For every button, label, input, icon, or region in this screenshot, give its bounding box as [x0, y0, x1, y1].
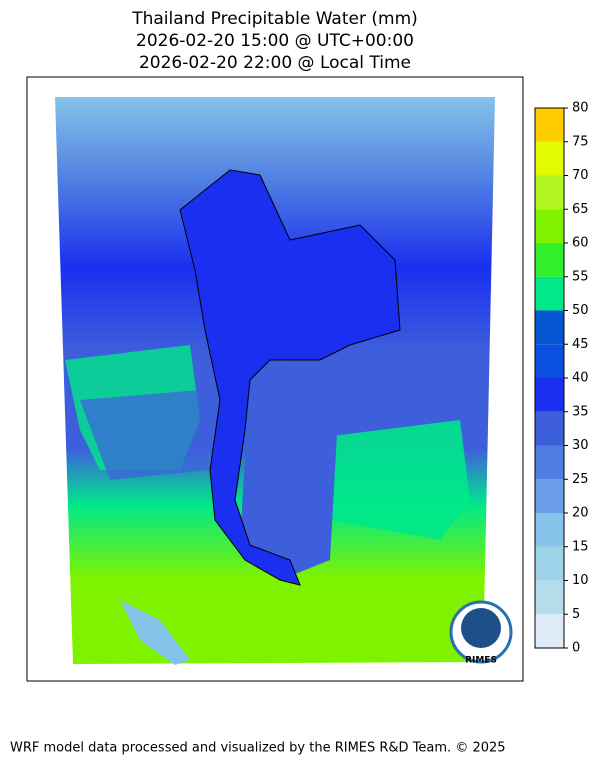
colorbar-bin — [535, 445, 564, 480]
colorbar-bin — [535, 546, 564, 581]
colorbar-tick-label: 80 — [572, 101, 589, 116]
title-line: 2026-02-20 15:00 @ UTC+00:00 — [136, 31, 414, 51]
colorbar: 0 5 10 15 20 25 30 35 40 45 50 55 60 65 70 75 80 — [534, 101, 589, 656]
colorbar-bin — [535, 479, 564, 513]
colorbar-tick-label: 40 — [572, 371, 589, 386]
footer: WRF model data processed and visualized … — [10, 741, 506, 756]
colorbar-bin — [535, 243, 564, 277]
colorbar-tick-label: 25 — [572, 472, 589, 487]
field-patch — [300, 420, 470, 540]
colorbar-bin — [535, 276, 564, 311]
map-frame — [26, 76, 524, 682]
colorbar-bin — [535, 175, 564, 210]
title-line: Thailand Precipitable Water (mm) — [131, 9, 418, 29]
logo-text: RIMES — [465, 656, 497, 666]
map: RIMES — [26, 76, 524, 682]
colorbar-bin — [535, 513, 564, 547]
colorbar-tick-label: 65 — [572, 202, 589, 217]
colorbar-bin — [535, 310, 564, 345]
colorbar-tick-label: 20 — [572, 506, 589, 521]
field-patch — [80, 390, 210, 480]
colorbar-tick-label: 50 — [572, 303, 589, 318]
title-line: 2026-02-20 22:00 @ Local Time — [139, 53, 411, 73]
colorbar-tick-label: 75 — [572, 134, 589, 149]
field-patch — [120, 600, 190, 665]
colorbar-tick-label: 30 — [572, 438, 589, 453]
colorbar-bin — [535, 344, 564, 378]
colorbar-tick-label: 45 — [572, 337, 589, 352]
colorbar-tick-label: 15 — [572, 539, 589, 554]
logo-globe — [461, 608, 501, 648]
colorbar-tick-label: 35 — [572, 404, 589, 419]
colorbar-bin — [535, 580, 564, 615]
colorbar-tick-label: 70 — [572, 168, 589, 183]
colorbar-tick-label: 0 — [572, 641, 580, 656]
colorbar-bin — [535, 378, 564, 412]
gulf — [240, 360, 340, 580]
colorbar-tick-label: 10 — [572, 573, 589, 588]
colorbar-bin — [535, 108, 564, 142]
thailand — [179, 169, 401, 586]
colorbar-bin — [535, 141, 564, 176]
colorbar-bin — [535, 614, 564, 648]
colorbar-bin — [535, 209, 564, 243]
colorbar-bin — [535, 411, 564, 446]
colorbar-tick-label: 60 — [572, 236, 589, 251]
colorbar-tick-label: 5 — [572, 607, 580, 622]
colorbar-tick-label: 55 — [572, 269, 589, 284]
